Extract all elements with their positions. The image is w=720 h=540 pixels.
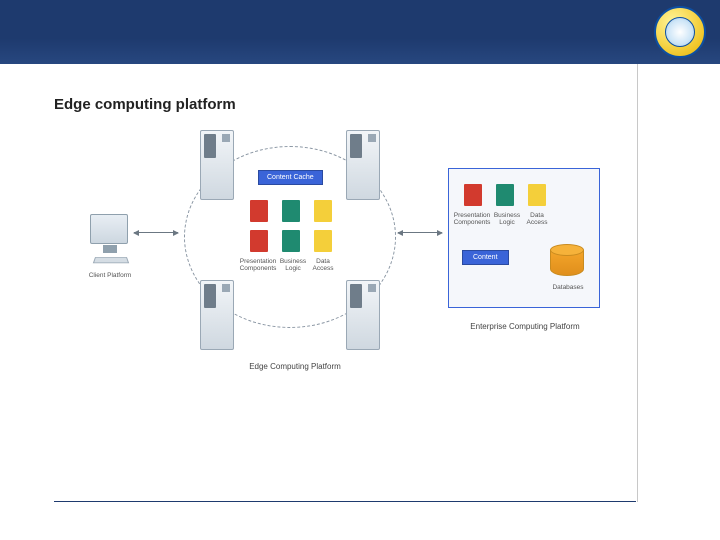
ent-label-business: Business Logic: [490, 212, 524, 226]
content-cache-badge: Content Cache: [258, 170, 323, 185]
edge-block-business: [282, 230, 300, 252]
edge-block-presentation: [250, 200, 268, 222]
enterprise-caption: Enterprise Computing Platform: [450, 322, 600, 331]
database-label: Databases: [544, 284, 592, 291]
arrow-client-edge: [134, 232, 178, 233]
ent-label-presentation: Presentation Components: [450, 212, 494, 226]
page-title: Edge computing platform: [54, 96, 236, 113]
edge-label-presentation: Presentation Components: [236, 258, 280, 272]
ent-block-business: [496, 184, 514, 206]
footer-rule: [54, 501, 636, 502]
edge-label-data: Data Access: [308, 258, 338, 272]
client-keyboard-icon: [93, 257, 129, 263]
edge-server-icon: [200, 280, 234, 350]
arrow-edge-enterprise: [398, 232, 442, 233]
university-logo: [654, 6, 706, 58]
ent-label-data: Data Access: [522, 212, 552, 226]
edge-server-icon: [346, 130, 380, 200]
edge-block-business: [282, 200, 300, 222]
client-monitor-icon: [90, 214, 128, 244]
ent-block-data: [528, 184, 546, 206]
edge-label-business: Business Logic: [276, 258, 310, 272]
header-band: [0, 0, 720, 64]
database-icon: [550, 244, 584, 278]
enterprise-content-badge: Content: [462, 250, 509, 265]
edge-block-data: [314, 200, 332, 222]
edge-server-icon: [346, 280, 380, 350]
edge-server-icon: [200, 130, 234, 200]
right-divider: [637, 64, 638, 502]
client-label: Client Platform: [82, 272, 138, 279]
edge-block-data: [314, 230, 332, 252]
edge-block-presentation: [250, 230, 268, 252]
edge-caption: Edge Computing Platform: [230, 362, 360, 371]
diagram-canvas: Client Platform Content Cache Presentati…: [90, 130, 610, 410]
ent-block-presentation: [464, 184, 482, 206]
